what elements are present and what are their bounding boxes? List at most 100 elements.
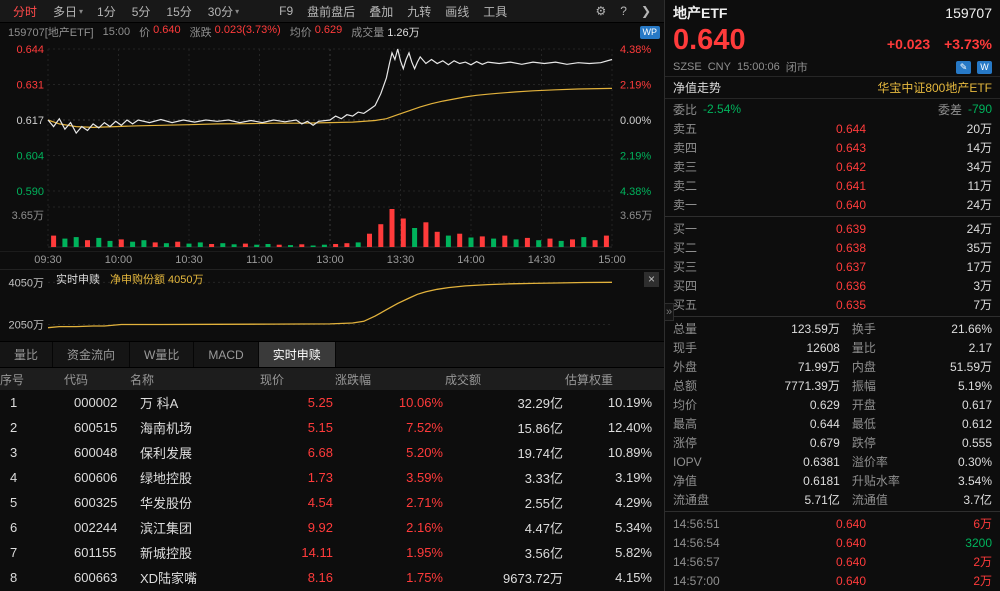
bid-row[interactable]: 买三 0.637 17万 xyxy=(665,257,1000,276)
chevron-down-icon: ▾ xyxy=(79,6,84,16)
stat-value: 0.679 xyxy=(809,435,840,450)
market-status-row: SZSE CNY 15:00:06 闭市 ✎ W xyxy=(665,58,1000,76)
indicator-tab[interactable]: MACD xyxy=(194,342,259,367)
subchart-title: 实时申赎 xyxy=(56,274,100,286)
table-row[interactable]: 7 601155 新城控股 14.11 1.95% 3.56亿 5.82% xyxy=(0,540,664,565)
table-row[interactable]: 3 600048 保利发展 6.68 5.20% 19.74亿 10.89% xyxy=(0,440,664,465)
toolbar-tool-item[interactable]: F9 xyxy=(272,4,300,18)
toolbar-period-item[interactable]: 30分 ▾ xyxy=(201,3,246,20)
toolbar-tool-label: F9 xyxy=(279,4,294,18)
ask-volume: 20万 xyxy=(966,122,992,136)
toolbar-tool-item[interactable]: 画线 xyxy=(438,3,476,20)
stat-label: 净值 xyxy=(673,474,698,488)
axis-label: 2050万 xyxy=(9,320,44,332)
bid-row[interactable]: 买四 0.636 3万 xyxy=(665,276,1000,295)
stat-value: 5.71亿 xyxy=(804,493,840,507)
nav-trend-link[interactable]: 净值走势 xyxy=(673,81,722,95)
ask-row[interactable]: 卖五 0.644 20万 xyxy=(665,119,1000,138)
axis-label: 0.631 xyxy=(16,80,44,92)
cell-rank: 2 xyxy=(10,420,18,435)
cell-change: 10.06% xyxy=(398,395,443,410)
ask-level-label: 卖三 xyxy=(673,160,698,174)
tick-volume: 2万 xyxy=(973,574,992,588)
indicator-tab[interactable]: 量比 xyxy=(0,342,54,367)
bid-level-label: 买三 xyxy=(673,260,698,274)
table-row[interactable]: 2 600515 海南机场 5.15 7.52% 15.86亿 12.40% xyxy=(0,415,664,440)
ask-row[interactable]: 卖四 0.643 14万 xyxy=(665,138,1000,157)
wp-mini-icon[interactable]: W xyxy=(977,60,992,74)
avg-value: 0.629 xyxy=(314,24,343,36)
chart-grid xyxy=(47,48,613,248)
exchange-label: SZSE xyxy=(673,61,702,73)
tick-volume: 2万 xyxy=(973,555,992,569)
cell-amount: 2.55亿 xyxy=(524,496,563,511)
order-imbalance-row: 委比 -2.54% 委差 -790 xyxy=(665,99,1000,119)
chevron-right-icon[interactable]: ❯ xyxy=(640,4,651,18)
stat-label: 总额 xyxy=(673,379,698,393)
toolbar-period-label: 15分 xyxy=(166,4,192,19)
cell-amount: 4.47亿 xyxy=(524,521,563,536)
table-header-cell: 现价 xyxy=(260,372,285,387)
fund-name-link[interactable]: 华宝中证800地产ETF xyxy=(877,81,992,95)
stats-row: 最高 0.644 最低 0.612 xyxy=(665,414,1000,433)
toolbar-period-label: 1分 xyxy=(97,4,116,19)
symbol-label: 159707[地产ETF] xyxy=(8,27,94,39)
ask-row[interactable]: 卖二 0.641 11万 xyxy=(665,176,1000,195)
toolbar-icons: ⚙ ? ❯ xyxy=(588,4,658,18)
help-icon[interactable]: ? xyxy=(620,4,627,18)
toolbar-period-item[interactable]: 分时 xyxy=(6,3,46,20)
toolbar: 分时 多日 ▾ 1分 5分 xyxy=(0,0,664,23)
toolbar-tool-item[interactable]: 九转 xyxy=(400,3,438,20)
intraday-chart[interactable]: 0.644 0.631 0.617 0.604 0.590 3.65万 4.38% 2.19%… xyxy=(0,41,664,251)
toolbar-tool-item[interactable]: 叠加 xyxy=(362,3,400,20)
bid-row[interactable]: 买一 0.639 24万 xyxy=(665,219,1000,238)
table-row[interactable]: 1 000002 万 科A 5.25 10.06% 32.29亿 10.19% xyxy=(0,390,664,415)
ask-levels: 卖五 0.644 20万 卖四 0.643 14万 卖三 0.642 34万 xyxy=(665,119,1000,214)
bid-row[interactable]: 买二 0.638 35万 xyxy=(665,238,1000,257)
table-row[interactable]: 6 002244 滨江集团 9.92 2.16% 4.47亿 5.34% xyxy=(0,515,664,540)
close-icon[interactable]: × xyxy=(644,272,659,287)
wp-badge[interactable]: WP xyxy=(639,25,660,39)
toolbar-tool-item[interactable]: 盘前盘后 xyxy=(300,3,362,20)
ask-row[interactable]: 卖一 0.640 24万 xyxy=(665,195,1000,214)
indicator-tab[interactable]: 资金流向 xyxy=(53,342,131,367)
toolbar-period-item[interactable]: 5分 xyxy=(125,3,160,20)
ask-row[interactable]: 卖三 0.642 34万 xyxy=(665,157,1000,176)
ask-price: 0.640 xyxy=(835,197,866,212)
stat-value: 51.59万 xyxy=(949,360,992,374)
tick-price: 0.640 xyxy=(835,573,866,588)
toolbar-tools: F9 盘前盘后 叠加 九转 画线 xyxy=(272,3,514,20)
subscription-chart[interactable]: 4050万 2050万 xyxy=(0,270,664,341)
axis-label: 0.644 xyxy=(16,44,44,56)
change-label: 涨跌 xyxy=(189,27,212,39)
bid-price: 0.638 xyxy=(835,240,866,255)
tick-row: 14:57:00 0.640 2万 xyxy=(665,571,1000,590)
security-name: 地产ETF xyxy=(673,4,728,21)
bid-row[interactable]: 买五 0.635 7万 xyxy=(665,295,1000,314)
weibi-value: -2.54% xyxy=(703,102,742,116)
toolbar-tool-item[interactable]: 工具 xyxy=(476,3,514,20)
indicator-tab[interactable]: 实时申赎 xyxy=(258,342,336,367)
toolbar-period-item[interactable]: 15分 xyxy=(159,3,200,20)
tick-volume: 6万 xyxy=(973,517,992,531)
toolbar-period-item[interactable]: 多日 ▾ xyxy=(46,3,90,20)
settings-gear-icon[interactable]: ⚙ xyxy=(595,4,607,18)
toolbar-period-item[interactable]: 1分 xyxy=(90,3,125,20)
table-row[interactable]: 5 600325 华发股份 4.54 2.71% 2.55亿 4.29% xyxy=(0,490,664,515)
time-and-sales: 14:56:51 0.640 6万 14:56:54 0.640 3200 14… xyxy=(665,514,1000,590)
cell-weight: 12.40% xyxy=(607,420,652,435)
cell-rank: 3 xyxy=(10,445,18,460)
constituents-table: 序号 代码 名称 现价 涨跌幅 成交额 估算权重 1 xyxy=(0,368,664,591)
cell-name: 滨江集团 xyxy=(140,521,193,536)
edit-icon[interactable]: ✎ xyxy=(956,60,971,74)
stat-label: 跌停 xyxy=(851,436,876,450)
bid-volume: 24万 xyxy=(966,222,992,236)
cell-change: 1.75% xyxy=(406,570,443,585)
bid-volume: 35万 xyxy=(966,241,992,255)
expand-panel-icon[interactable]: » xyxy=(665,303,675,321)
indicator-tab[interactable]: W量比 xyxy=(130,342,195,367)
table-row[interactable]: 8 600663 XD陆家嘴 8.16 1.75% 9673.72万 4.15% xyxy=(0,565,664,590)
table-row[interactable]: 4 600606 绿地控股 1.73 3.59% 3.33亿 3.19% xyxy=(0,465,664,490)
stat-label: 总量 xyxy=(673,322,698,336)
cell-name: 新城控股 xyxy=(140,546,193,561)
